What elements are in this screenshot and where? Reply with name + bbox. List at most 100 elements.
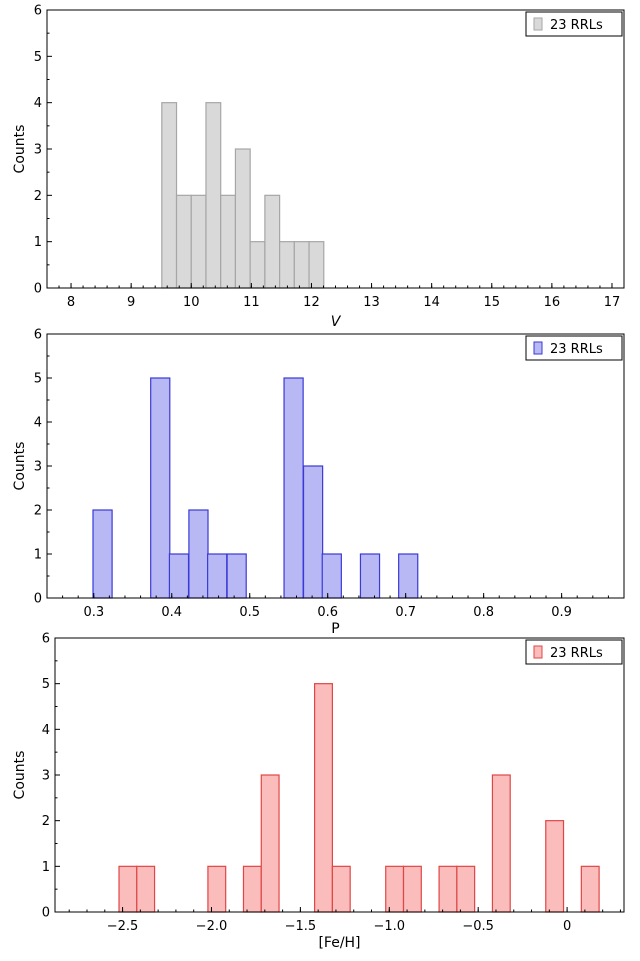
histogram-bar-12: [545, 820, 565, 913]
legend: 23 RRLs: [525, 639, 623, 665]
x-tick-label: 16: [544, 295, 561, 310]
x-tick-label: 15: [483, 295, 500, 310]
histogram-bar-8: [321, 553, 342, 599]
histogram-bar-5: [226, 553, 247, 599]
x-tick-label: 0.9: [551, 605, 572, 620]
y-tick-label: 4: [34, 416, 42, 431]
y-tick-label: 6: [42, 632, 50, 647]
legend-swatch: [533, 645, 543, 659]
histogram-bar-0: [118, 865, 138, 913]
histogram-bar-3: [242, 865, 262, 913]
x-tick-label: 0.5: [239, 605, 260, 620]
histogram-bar-2: [190, 194, 207, 289]
y-tick-label: 0: [42, 906, 50, 921]
histogram-bar-1: [150, 377, 171, 599]
histogram-bar-4: [220, 194, 237, 289]
x-tick-label: 9: [127, 295, 135, 310]
histogram-bar-6: [331, 865, 351, 913]
histogram-bar-6: [283, 377, 304, 599]
y-axis-label: Counts: [12, 125, 28, 174]
x-tick-label: 0.8: [473, 605, 494, 620]
legend: 23 RRLs: [525, 11, 623, 37]
y-tick-label: 2: [34, 189, 42, 204]
y-tick-label: 3: [34, 143, 42, 158]
histogram-bar-1: [175, 194, 192, 289]
histogram-bar-5: [234, 148, 251, 289]
legend-swatch: [533, 17, 543, 31]
histogram-bar-4: [207, 553, 228, 599]
histogram-bar-10: [398, 553, 419, 599]
y-tick-label: 0: [34, 282, 42, 297]
x-tick-label: −0.5: [462, 919, 494, 934]
y-axis-label: Counts: [12, 751, 28, 800]
histogram-bar-4: [260, 774, 280, 913]
x-tick-label: −2.0: [196, 919, 228, 934]
histogram-bar-9: [438, 865, 458, 913]
y-tick-label: 3: [42, 769, 50, 784]
x-tick-label: −1.0: [373, 919, 405, 934]
y-tick-label: 4: [34, 96, 42, 111]
histogram-bar-1: [136, 865, 156, 913]
y-tick-label: 3: [34, 460, 42, 475]
x-tick-label: 0.4: [161, 605, 182, 620]
panel-metallicity-histogram: −2.5 −2.0 −1.5 −1.0 −0.5 0 0 1 2 3 4 5 6 [Fe/H] Counts…: [12, 632, 625, 951]
y-tick-label: 1: [42, 860, 50, 875]
y-tick-label: 2: [34, 504, 42, 519]
histogram-bar-6: [249, 241, 266, 289]
histogram-bar-7: [302, 465, 324, 599]
legend-label: 23 RRLs: [550, 646, 603, 661]
histogram-bar-0: [92, 509, 113, 599]
x-tick-label: 10: [183, 295, 200, 310]
y-axis-label: Counts: [12, 442, 28, 491]
histogram-bar-10: [308, 241, 325, 289]
histogram-bar-13: [580, 865, 600, 913]
x-tick-label: 0.7: [395, 605, 416, 620]
legend-swatch: [533, 341, 543, 355]
x-tick-label: 13: [363, 295, 380, 310]
y-tick-label: 2: [42, 814, 50, 829]
y-tick-label: 1: [34, 548, 42, 563]
x-tick-label: 8: [67, 295, 75, 310]
x-tick-label: 17: [604, 295, 621, 310]
x-tick-label: 12: [303, 295, 320, 310]
x-tick-label: −1.5: [285, 919, 317, 934]
x-axis-label: [Fe/H]: [318, 935, 360, 951]
histogram-bar-3: [188, 509, 209, 599]
x-axis-label: V: [331, 314, 342, 330]
histogram-bar-7: [264, 194, 281, 289]
x-tick-label: 0: [563, 919, 571, 934]
x-tick-label: 11: [243, 295, 260, 310]
histogram-bar-5: [314, 683, 333, 913]
histogram-bar-10: [456, 865, 476, 913]
legend-frame: [525, 639, 623, 665]
legend: 23 RRLs: [525, 335, 623, 361]
x-tick-label: −2.5: [107, 919, 139, 934]
x-tick-label: 0.3: [83, 605, 104, 620]
x-tick-label: 14: [423, 295, 440, 310]
y-tick-label: 0: [34, 592, 42, 607]
histogram-bar-2: [168, 553, 190, 599]
panel-period-histogram: 0.3 0.4 0.5 0.6 0.7 0.8 0.9 0 1 2 3 4 5 6 P Counts 23 RR…: [12, 328, 625, 637]
axes-frame: [46, 9, 625, 289]
y-tick-label: 1: [34, 235, 42, 250]
x-tick-label: 0.6: [317, 605, 338, 620]
y-tick-label: 5: [34, 50, 42, 65]
histogram-bar-9: [359, 553, 381, 599]
histogram-bar-9: [293, 241, 310, 289]
histogram-bar-8: [279, 241, 295, 289]
legend-label: 23 RRLs: [550, 18, 603, 33]
histogram-bar-0: [161, 102, 178, 289]
histogram-bar-8: [402, 865, 422, 913]
y-tick-label: 5: [42, 677, 50, 692]
y-tick-label: 6: [34, 328, 42, 343]
y-tick-label: 4: [42, 723, 50, 738]
histogram-bar-7: [385, 865, 405, 913]
histogram-bar-2: [207, 865, 227, 913]
legend-label: 23 RRLs: [550, 342, 603, 357]
histogram-bar-11: [491, 774, 511, 913]
x-axis-label: P: [331, 621, 339, 637]
y-tick-label: 5: [34, 372, 42, 387]
histogram-bar-3: [205, 102, 222, 289]
